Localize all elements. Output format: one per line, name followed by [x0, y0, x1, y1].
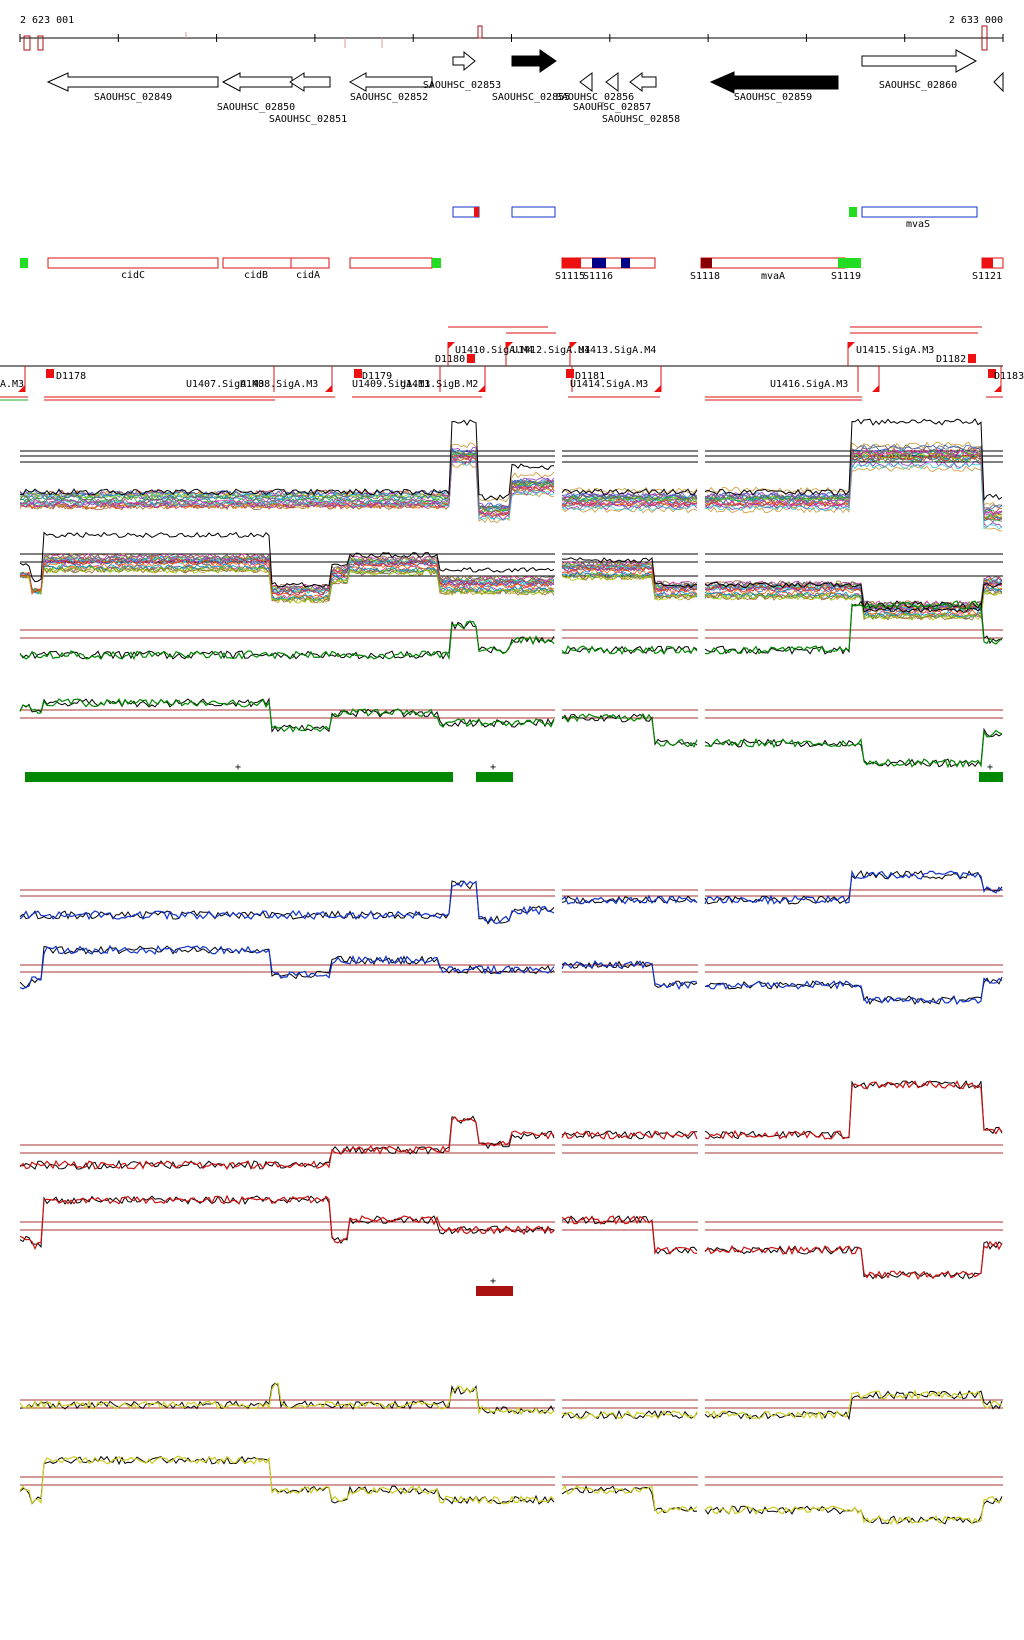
utr-label: U1411.SigB.M2 [400, 379, 478, 390]
feature-track: cidC cidB cidA S1115 S1116 S1118 mvaA S1… [20, 257, 1004, 282]
gene-label: SAOUHSC_02858 [602, 114, 680, 125]
utr-label: U1407.SigA.M3 [186, 379, 264, 390]
feature-label: cidA [296, 270, 320, 281]
plus-mark: + [987, 762, 993, 773]
gene-label: SAOUHSC_02849 [94, 92, 172, 103]
gene-arrow[interactable] [511, 49, 557, 73]
gene-arrow[interactable] [861, 49, 978, 73]
segment-label: S1119 [831, 271, 861, 282]
yellow-profile-reverse [19, 1455, 1003, 1526]
feature-label: mvaA [761, 271, 785, 282]
d-label: D1178 [56, 371, 86, 382]
red-profile-forward [19, 1079, 1003, 1171]
significance-bar [25, 772, 453, 782]
d-label: D1181 [575, 371, 605, 382]
utr-label: U1414.SigA.M3 [570, 379, 648, 390]
blue-profile-forward [19, 869, 1003, 925]
gene-arrow[interactable] [709, 71, 839, 94]
gene-arrow[interactable] [629, 72, 657, 92]
green-profile-forward [19, 600, 1003, 661]
utr-label: U1408.SigA.M3 [240, 379, 318, 390]
gene-arrow[interactable] [579, 72, 593, 92]
gene-label: SAOUHSC_02851 [269, 114, 347, 125]
significance-bar [476, 1286, 513, 1296]
gene-label: SAOUHSC_02860 [879, 80, 957, 91]
feature-label: mvaS [906, 219, 930, 230]
plus-mark: + [490, 762, 496, 773]
red-profile-reverse [19, 1194, 1003, 1281]
segment-label: S1116 [583, 271, 613, 282]
expression-profiles [19, 418, 1003, 1526]
gene-arrow[interactable] [46, 72, 219, 92]
coordinate-ruler: 2 623 001 2 633 000 [19, 15, 1004, 51]
utr-label-cut: A.M3 [0, 379, 24, 390]
utr-label: U1412.SigA.M4 [512, 345, 590, 356]
gene-label: SAOUHSC_02855 [492, 92, 570, 103]
gene-label: SAOUHSC_02856 [556, 92, 634, 103]
significance-bars: + + + + [25, 762, 1003, 1296]
blue-profile-reverse [19, 944, 1003, 1006]
gene-label: SAOUHSC_02857 [573, 102, 651, 113]
gene-arrow-partial[interactable] [993, 71, 1004, 93]
utr-label: U1410.SigA.M4 [455, 345, 533, 356]
feature-label: cidC [121, 270, 145, 281]
significance-bar [476, 772, 513, 782]
gene-label: SAOUHSC_02853 [423, 80, 501, 91]
feature-track-upper: mvaS [452, 206, 978, 230]
green-profile-reverse [19, 697, 1003, 769]
gene-arrow[interactable] [348, 72, 433, 92]
gene-arrow[interactable] [221, 72, 293, 92]
gene-label: SAOUHSC_02859 [734, 92, 812, 103]
d-label: D1179 [362, 371, 392, 382]
segment-label: S1121 [972, 271, 1002, 282]
yellow-profile-forward [19, 1382, 1003, 1421]
utr-track: D1178 D1179 D1180 D1181 D1182 D1183 A.M3… [0, 326, 1024, 401]
gene-label: SAOUHSC_02852 [350, 92, 428, 103]
utr-label: U1413.SigA.M4 [578, 345, 656, 356]
significance-bar [979, 772, 1003, 782]
plus-mark: + [235, 762, 241, 773]
gene-arrow[interactable] [452, 50, 476, 72]
multi-sample-plot-reverse [19, 531, 1003, 621]
gene-arrow[interactable] [289, 72, 331, 92]
utr-label: U1415.SigA.M3 [856, 345, 934, 356]
d-label: D1183 [994, 371, 1024, 382]
utr-label: U1409.SigA.M3 [352, 379, 430, 390]
multi-sample-plot-forward [19, 418, 1003, 532]
gene-track: SAOUHSC_02849 SAOUHSC_02850 SAOUHSC_0285… [46, 49, 1004, 125]
feature-label: cidB [244, 270, 268, 281]
ruler-end-label: 2 633 000 [949, 15, 1003, 26]
ruler-start-label: 2 623 001 [20, 15, 74, 26]
gene-label: SAOUHSC_02850 [217, 102, 295, 113]
d-label: D1180 [435, 354, 465, 365]
segment-label: S1115 [555, 271, 585, 282]
segment-label: S1118 [690, 271, 720, 282]
plus-mark: + [490, 1276, 496, 1287]
d-label: D1182 [936, 354, 966, 365]
gene-arrow[interactable] [605, 72, 619, 92]
utr-label: U1416.SigA.M3 [770, 379, 848, 390]
